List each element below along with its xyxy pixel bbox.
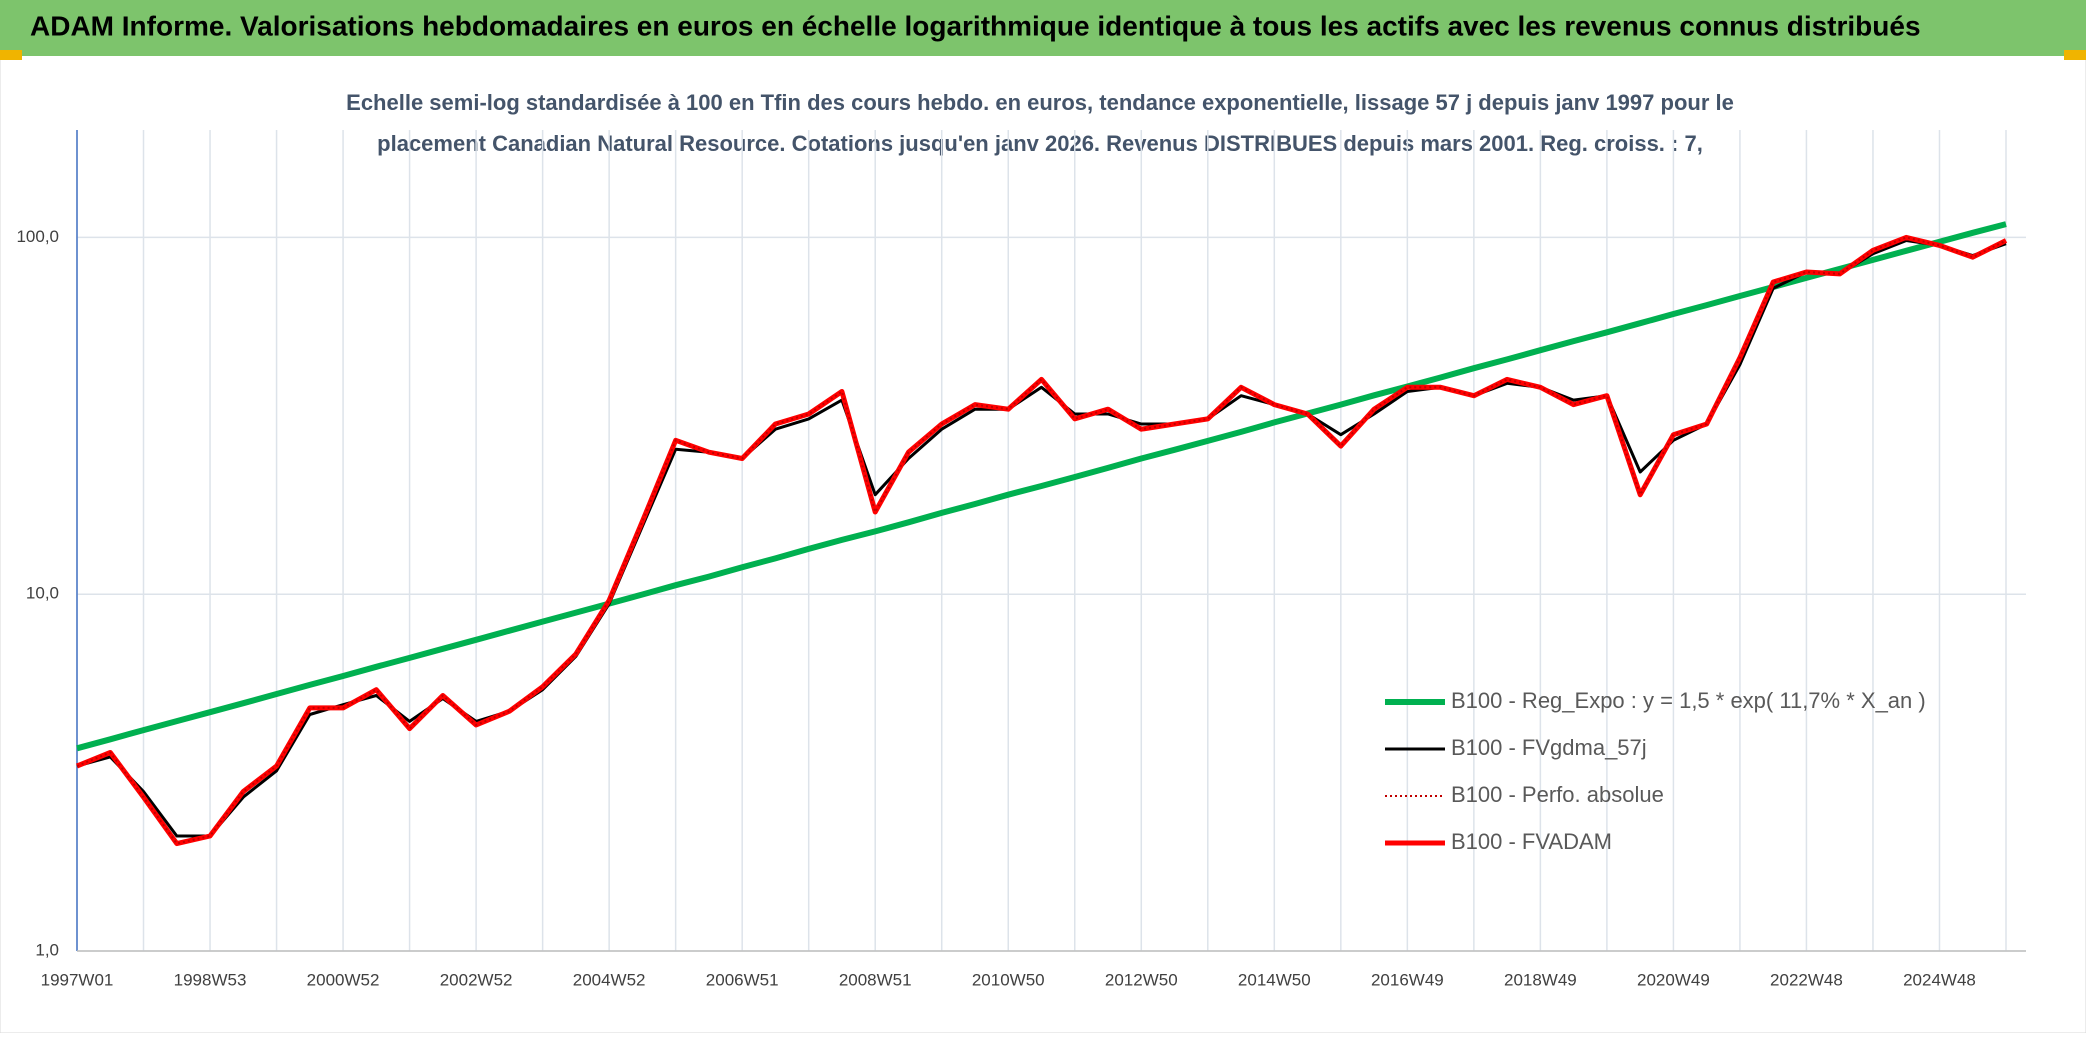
x-tick-label: 2006W51: [706, 970, 779, 989]
series-line: [76, 234, 2008, 847]
x-tick-label: 2022W48: [1770, 970, 1843, 989]
series-line: [76, 221, 2007, 752]
x-tick-label: 2018W49: [1504, 970, 1577, 989]
x-tick-label: 2004W52: [573, 970, 646, 989]
y-tick-label: 10,0: [26, 584, 59, 603]
x-tick-label: 2012W50: [1105, 970, 1178, 989]
legend-label: B100 - Reg_Expo : y = 1,5 * exp( 11,7% *…: [1451, 688, 1926, 713]
header-bar: [0, 0, 2086, 56]
x-tick-label: 2020W49: [1637, 970, 1710, 989]
legend-label: B100 - FVgdma_57j: [1451, 735, 1647, 760]
legend-label: B100 - Perfo. absolue: [1451, 782, 1664, 807]
header-corner: [2064, 50, 2086, 60]
x-tick-label: 1998W53: [174, 970, 247, 989]
x-tick-label: 1997W01: [41, 970, 114, 989]
legend-label: B100 - FVADAM: [1451, 829, 1612, 854]
chart-subtitle: Echelle semi-log standardisée à 100 en T…: [346, 90, 1734, 115]
x-tick-label: 2016W49: [1371, 970, 1444, 989]
y-tick-label: 100,0: [16, 227, 59, 246]
x-tick-label: 2014W50: [1238, 970, 1311, 989]
x-tick-label: 2010W50: [972, 970, 1045, 989]
x-tick-label: 2008W51: [839, 970, 912, 989]
x-tick-label: 2000W52: [307, 970, 380, 989]
chart-subtitle: placement Canadian Natural Resource. Cot…: [377, 131, 1703, 156]
y-tick-label: 1,0: [35, 940, 59, 959]
x-tick-label: 2002W52: [440, 970, 513, 989]
chart-title: ADAM Informe. Valorisations hebdomadaire…: [30, 10, 1921, 41]
header-corner: [0, 50, 22, 60]
x-tick-label: 2024W48: [1903, 970, 1976, 989]
